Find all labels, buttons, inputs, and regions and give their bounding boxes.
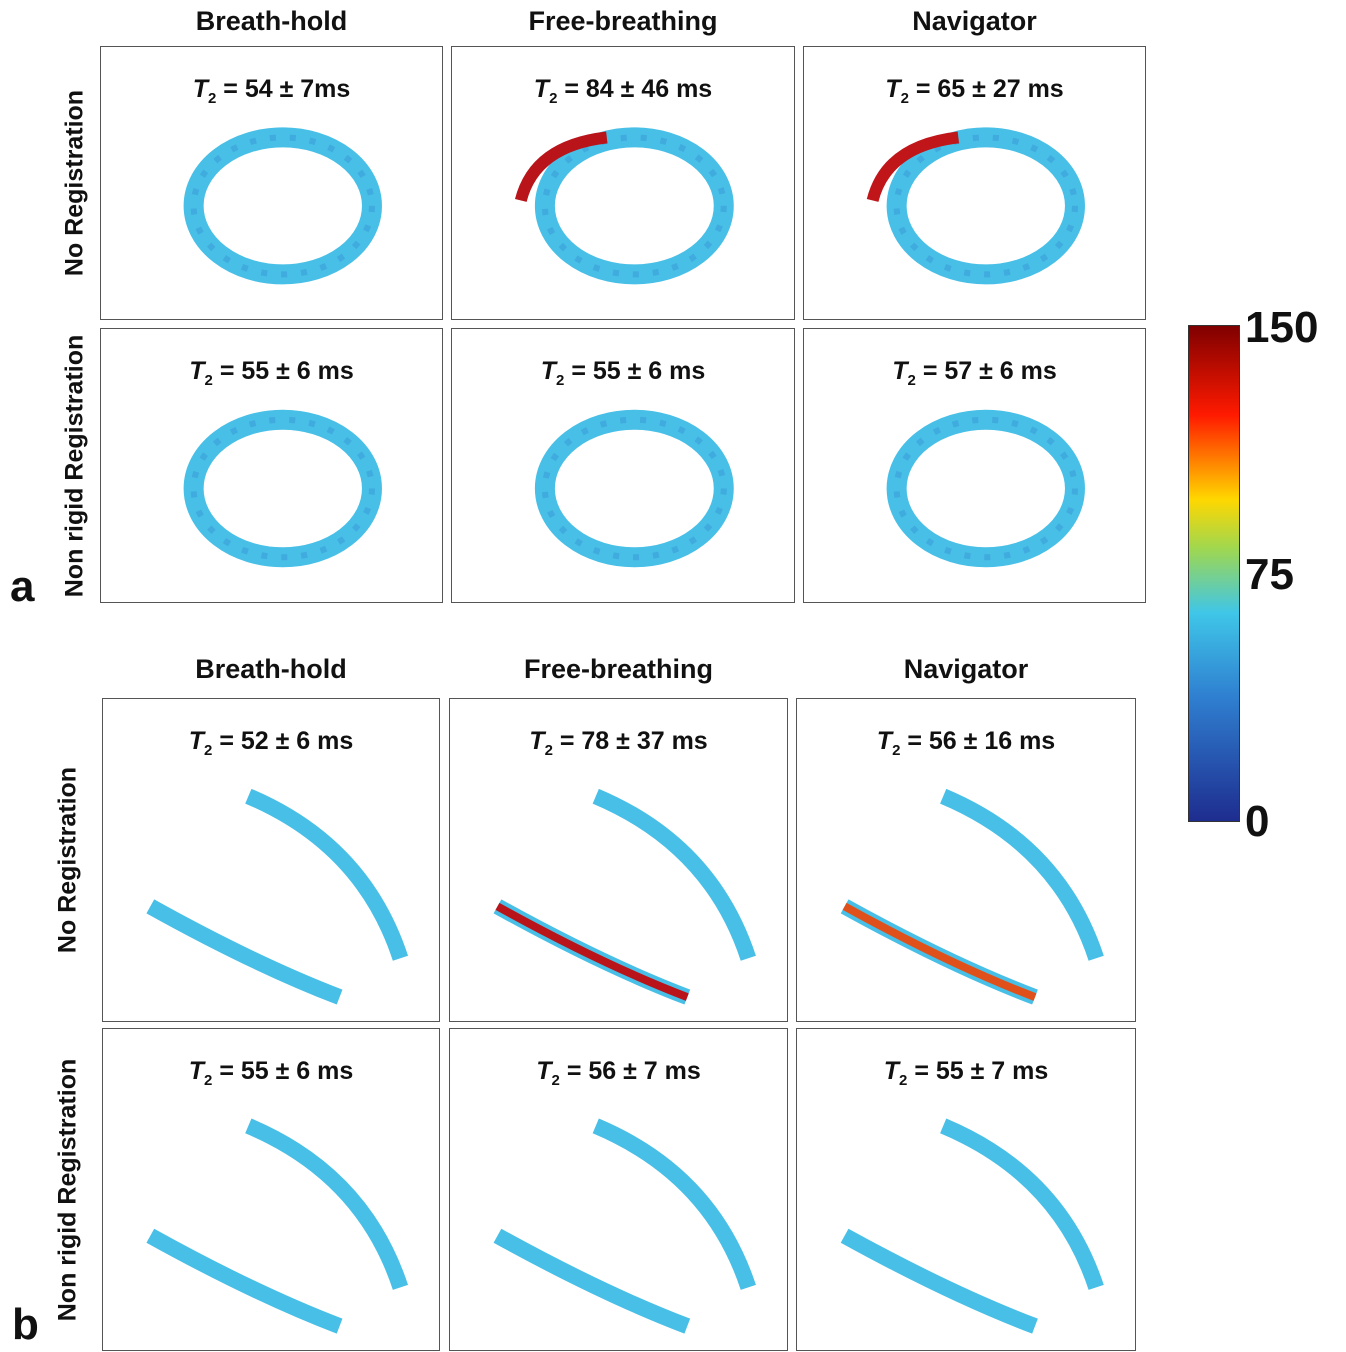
t2-subscript: 2 <box>552 1072 560 1089</box>
t2-symbol: T <box>536 1057 551 1085</box>
t2-label: T2 = 55 ± 6 ms <box>189 1057 354 1089</box>
t2-symbol: T <box>892 357 907 385</box>
t2-subscript: 2 <box>899 1072 907 1089</box>
t2-value: = 78 ± 37 ms <box>560 727 708 755</box>
t2-map-cell: T2 = 55 ± 6 ms <box>102 1028 440 1351</box>
t2-value: = 55 ± 6 ms <box>571 357 705 385</box>
t2-map-cell: T2 = 57 ± 6 ms <box>803 328 1146 603</box>
t2-value: = 52 ± 6 ms <box>219 727 353 755</box>
t2-label: T2 = 54 ± 7ms <box>193 75 351 107</box>
row-label: Non rigid Registration <box>54 1058 83 1321</box>
row-label: Non rigid Registration <box>61 334 90 597</box>
t2-map-cell: T2 = 55 ± 7 ms <box>796 1028 1136 1351</box>
panel-letter: b <box>12 1300 39 1350</box>
t2-value: = 57 ± 6 ms <box>923 357 1057 385</box>
t2-symbol: T <box>884 1057 899 1085</box>
t2-map-cell: T2 = 65 ± 27 ms <box>803 46 1146 320</box>
t2-value: = 55 ± 6 ms <box>219 1057 353 1085</box>
column-header: Navigator <box>912 6 1037 37</box>
t2-symbol: T <box>189 727 204 755</box>
column-header: Free-breathing <box>528 6 717 37</box>
colorbar-tick-label: 75 <box>1245 550 1294 600</box>
t2-symbol: T <box>877 727 892 755</box>
t2-map-cell: T2 = 56 ± 7 ms <box>449 1028 788 1351</box>
t2-label: T2 = 55 ± 6 ms <box>189 357 354 389</box>
t2-map-cell: T2 = 54 ± 7ms <box>100 46 443 320</box>
t2-label: T2 = 84 ± 46 ms <box>534 75 712 107</box>
row-label: No Registration <box>61 90 90 276</box>
t2-subscript: 2 <box>556 372 564 389</box>
colorbar <box>1188 325 1240 822</box>
t2-subscript: 2 <box>545 742 553 759</box>
t2-label: T2 = 78 ± 37 ms <box>529 727 707 759</box>
t2-map-cell: T2 = 55 ± 6 ms <box>100 328 443 603</box>
t2-label: T2 = 65 ± 27 ms <box>885 75 1063 107</box>
t2-map-cell: T2 = 56 ± 16 ms <box>796 698 1136 1022</box>
t2-map-cell: T2 = 78 ± 37 ms <box>449 698 788 1022</box>
t2-subscript: 2 <box>204 1072 212 1089</box>
t2-subscript: 2 <box>204 742 212 759</box>
column-header: Breath-hold <box>195 654 347 685</box>
colorbar-tick-label: 150 <box>1245 303 1318 353</box>
t2-label: T2 = 57 ± 6 ms <box>892 357 1057 389</box>
t2-label: T2 = 55 ± 7 ms <box>884 1057 1049 1089</box>
t2-symbol: T <box>193 75 208 103</box>
t2-symbol: T <box>534 75 549 103</box>
t2-label: T2 = 55 ± 6 ms <box>541 357 706 389</box>
t2-subscript: 2 <box>908 372 916 389</box>
column-header: Breath-hold <box>196 6 348 37</box>
t2-value: = 56 ± 7 ms <box>567 1057 701 1085</box>
colorbar-tick-label: 0 <box>1245 797 1269 847</box>
t2-map-cell: T2 = 52 ± 6 ms <box>102 698 440 1022</box>
t2-label: T2 = 56 ± 7 ms <box>536 1057 701 1089</box>
column-header: Free-breathing <box>524 654 713 685</box>
t2-subscript: 2 <box>549 90 557 107</box>
t2-subscript: 2 <box>892 742 900 759</box>
t2-value: = 56 ± 16 ms <box>907 727 1055 755</box>
t2-map-cell: T2 = 84 ± 46 ms <box>451 46 795 320</box>
t2-subscript: 2 <box>205 372 213 389</box>
panel-letter: a <box>10 562 34 612</box>
column-header: Navigator <box>904 654 1029 685</box>
t2-value: = 55 ± 7 ms <box>914 1057 1048 1085</box>
t2-label: T2 = 56 ± 16 ms <box>877 727 1055 759</box>
t2-value: = 65 ± 27 ms <box>916 75 1064 103</box>
t2-subscript: 2 <box>208 90 216 107</box>
t2-value: = 54 ± 7ms <box>223 75 350 103</box>
t2-value: = 84 ± 46 ms <box>564 75 712 103</box>
t2-symbol: T <box>529 727 544 755</box>
t2-symbol: T <box>189 1057 204 1085</box>
t2-symbol: T <box>541 357 556 385</box>
t2-symbol: T <box>885 75 900 103</box>
t2-symbol: T <box>189 357 204 385</box>
t2-label: T2 = 52 ± 6 ms <box>189 727 354 759</box>
t2-subscript: 2 <box>901 90 909 107</box>
t2-map-cell: T2 = 55 ± 6 ms <box>451 328 795 603</box>
row-label: No Registration <box>54 767 83 953</box>
t2-value: = 55 ± 6 ms <box>220 357 354 385</box>
figure: {"panels":[ {"label":"a","columns":["Bre… <box>0 0 1346 1351</box>
